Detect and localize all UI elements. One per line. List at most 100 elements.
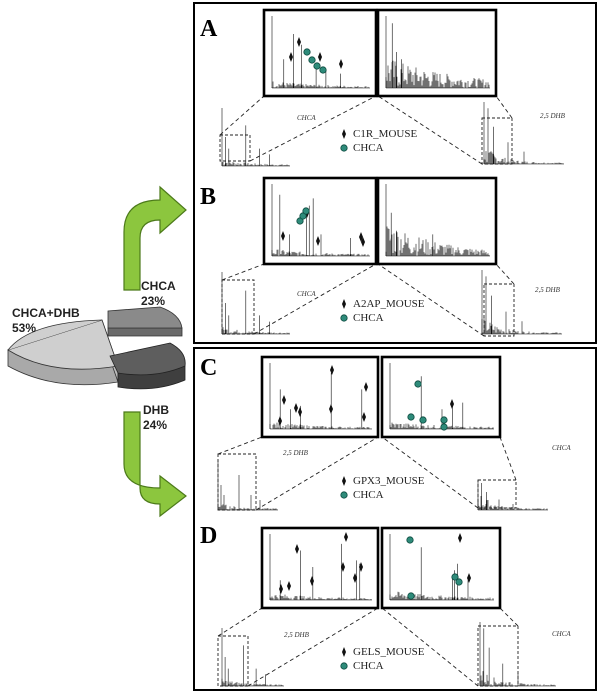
panel-b-connector-1 bbox=[221, 263, 265, 281]
panel-d-protein-marker-icon bbox=[341, 562, 345, 572]
matrix-label-a-right: 2,5 DHB bbox=[540, 112, 565, 120]
panel-a-overview-left bbox=[221, 125, 290, 166]
panel-d-connector-3 bbox=[499, 607, 519, 627]
panel-b-matrix-marker-icon bbox=[302, 207, 310, 215]
legend-protein-d: GELS_MOUSE bbox=[353, 646, 425, 658]
pie-label-chca-dhb: CHCA+DHB 53% bbox=[12, 306, 80, 335]
panel-c-overview-right bbox=[477, 483, 548, 510]
pie-slice-dhb bbox=[109, 342, 186, 390]
panel-c-overview-left bbox=[217, 475, 278, 510]
panel-c-connector-1 bbox=[217, 436, 263, 455]
legend-matrix-marker-icon bbox=[340, 144, 348, 152]
matrix-label-d-left: 2,5 DHB bbox=[284, 631, 309, 639]
legend-protein-c: GPX3_MOUSE bbox=[353, 475, 425, 487]
arrow-down-icon bbox=[123, 411, 187, 518]
panel-letter-c: C bbox=[200, 355, 218, 381]
legend-matrix-marker-icon bbox=[340, 491, 348, 499]
panel-c-zoom-left bbox=[217, 453, 257, 511]
panel-d-zoom-box-left bbox=[260, 526, 380, 610]
panel-d-connector-1 bbox=[217, 607, 263, 637]
legend-matrix-d: CHCA bbox=[353, 660, 384, 672]
panel-c-matrix-marker-icon bbox=[440, 423, 448, 431]
panel-d-matrix-marker-icon bbox=[406, 536, 414, 544]
panel-c-matrix-marker-icon bbox=[419, 416, 427, 424]
panel-c-protein-marker-icon bbox=[362, 412, 366, 422]
panel-a-zoom-right bbox=[481, 117, 513, 165]
panel-b-connector-2 bbox=[253, 263, 377, 335]
panel-c-connector-2 bbox=[255, 436, 379, 511]
pie-slice-chca bbox=[107, 306, 183, 337]
arrow-up-icon bbox=[123, 185, 187, 291]
matrix-label-b-right: 2,5 DHB bbox=[535, 286, 560, 294]
legend-protein-b: A2AP_MOUSE bbox=[353, 298, 425, 310]
legend-matrix-a: CHCA bbox=[353, 142, 384, 154]
panel-c-protein-marker-icon bbox=[330, 365, 334, 375]
panel-d-matrix-marker-icon bbox=[455, 578, 463, 586]
panel-b-protein-marker-icon bbox=[316, 236, 320, 246]
panel-d-protein-marker-icon bbox=[295, 544, 299, 554]
panel-c-protein-marker-icon bbox=[298, 407, 302, 417]
panel-b-protein-marker-icon bbox=[361, 237, 365, 247]
legend-protein-marker-icon bbox=[342, 647, 346, 657]
matrix-label-a-left: CHCA bbox=[297, 114, 316, 122]
panel-c-matrix-marker-icon bbox=[440, 416, 448, 424]
panel-a-zoom-left bbox=[219, 134, 251, 162]
pie-label-chca: CHCA 23% bbox=[141, 279, 176, 308]
panel-b-connector-3 bbox=[495, 263, 515, 285]
panel-c-protein-marker-icon bbox=[278, 416, 282, 426]
legend-matrix-c: CHCA bbox=[353, 489, 384, 501]
legend-protein-marker-icon bbox=[342, 476, 346, 486]
legend-protein-marker-icon bbox=[342, 299, 346, 309]
panel-a-matrix-marker-icon bbox=[303, 48, 311, 56]
panel-b-protein-marker-icon bbox=[281, 231, 285, 241]
panel-c-protein-marker-icon bbox=[294, 403, 298, 413]
panel-d-overview-right bbox=[479, 628, 556, 686]
panel-b-zoom-box-left bbox=[262, 176, 378, 266]
panel-a-protein-marker-icon bbox=[297, 37, 301, 47]
panel-c-protein-marker-icon bbox=[364, 382, 368, 392]
panel-a-connector-1 bbox=[219, 95, 265, 136]
matrix-label-d-right: CHCA bbox=[552, 630, 571, 638]
panel-c-matrix-marker-icon bbox=[407, 413, 415, 421]
panel-d-zoom-box-right bbox=[380, 526, 502, 610]
panel-b-overview-left bbox=[221, 290, 290, 334]
legend-protein-a: C1R_MOUSE bbox=[353, 128, 418, 140]
panel-d-protein-marker-icon bbox=[467, 573, 471, 583]
panel-letter-a: A bbox=[200, 16, 218, 42]
panel-d-protein-marker-icon bbox=[279, 584, 283, 594]
panel-d-matrix-marker-icon bbox=[407, 592, 415, 600]
panel-d-protein-marker-icon bbox=[310, 576, 314, 586]
panel-c-connector-4 bbox=[381, 436, 479, 509]
panel-d-protein-marker-icon bbox=[344, 532, 348, 542]
legend-matrix-marker-icon bbox=[340, 662, 348, 670]
panel-b-zoom-box-right bbox=[376, 176, 498, 266]
matrix-label-b-left: CHCA bbox=[297, 290, 316, 298]
panel-c-zoom-right bbox=[477, 479, 517, 509]
panel-d-connector-2 bbox=[247, 607, 379, 687]
legend-matrix-marker-icon bbox=[340, 314, 348, 322]
legend-matrix-b: CHCA bbox=[353, 312, 384, 324]
panel-a-protein-marker-icon bbox=[318, 52, 322, 62]
panel-c-protein-marker-icon bbox=[282, 395, 286, 405]
panel-d-protein-marker-icon bbox=[287, 581, 291, 591]
pie-label-dhb: DHB 24% bbox=[143, 403, 169, 432]
panel-b-zoom-right bbox=[483, 283, 515, 337]
panel-a-protein-marker-icon bbox=[339, 59, 343, 69]
panel-d-protein-marker-icon bbox=[458, 533, 462, 543]
panel-c-protein-marker-icon bbox=[450, 399, 454, 409]
pie-slice-chca-dhb bbox=[7, 319, 119, 386]
panel-b-connector-4 bbox=[377, 263, 485, 337]
panel-c-zoom-box-left bbox=[260, 355, 380, 439]
panel-d-zoom-left bbox=[217, 635, 249, 687]
panel-d-matrix-marker-icon bbox=[451, 573, 459, 581]
legend-protein-marker-icon bbox=[342, 129, 346, 139]
panel-d-overview-left bbox=[221, 645, 284, 686]
panel-a-matrix-marker-icon bbox=[319, 66, 327, 74]
panel-d-protein-marker-icon bbox=[359, 562, 363, 572]
panel-d-protein-marker-icon bbox=[353, 573, 357, 583]
matrix-label-c-left: 2,5 DHB bbox=[283, 449, 308, 457]
panel-b-zoom-left bbox=[221, 279, 255, 335]
